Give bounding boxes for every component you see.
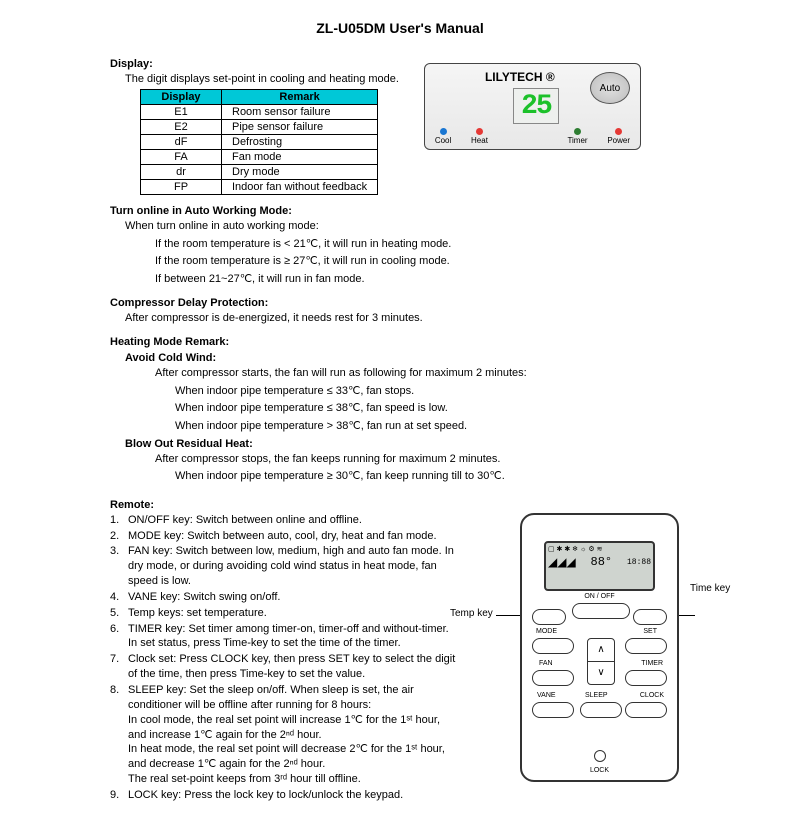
mode-label: MODE <box>536 628 557 635</box>
down-arrow-icon[interactable]: ∨ <box>588 662 614 684</box>
power-led <box>615 128 622 135</box>
screen-time: 18:88 <box>627 558 651 567</box>
heat-led <box>476 128 483 135</box>
table-cell: Fan mode <box>222 150 378 165</box>
fan-button[interactable] <box>532 670 574 686</box>
fan-label: FAN <box>539 660 553 667</box>
heating-line: After compressor starts, the fan will ru… <box>155 366 770 381</box>
list-item: FAN key: Switch between low, medium, hig… <box>128 544 458 589</box>
list-item: VANE key: Switch swing on/off. <box>128 590 280 605</box>
auto-heading: Turn online in Auto Working Mode: <box>110 205 770 217</box>
set-label: SET <box>643 628 657 635</box>
brand-label: LILYTECH ® <box>485 70 555 84</box>
heating-heading: Heating Mode Remark: <box>110 336 770 348</box>
led-label: Heat <box>471 136 488 145</box>
screen-temp: 88° <box>591 555 613 569</box>
temp-plus-button[interactable] <box>633 609 667 625</box>
table-cell: dF <box>141 135 222 150</box>
avoid-cold-wind-heading: Avoid Cold Wind: <box>125 352 770 364</box>
table-cell: Defrosting <box>222 135 378 150</box>
table-cell: dr <box>141 165 222 180</box>
table-cell: Pipe sensor failure <box>222 120 378 135</box>
led-label: Power <box>607 136 630 145</box>
callout-temp-key: Temp key <box>450 608 493 619</box>
col-display: Display <box>141 90 222 105</box>
list-item: Temp keys: set temperature. <box>128 606 267 621</box>
remote-diagram: ▢ ✱ ✱ ❄ ☼ ⚙ ≋ ◢◢◢ 88° 18:88 ON / OFF MOD… <box>520 513 679 782</box>
led-label: Timer <box>567 136 587 145</box>
auto-line: When turn online in auto working mode: <box>125 219 770 234</box>
list-item: MODE key: Switch between auto, cool, dry… <box>128 529 437 544</box>
cool-led <box>440 128 447 135</box>
clock-label: CLOCK <box>640 692 664 699</box>
table-cell: FP <box>141 180 222 195</box>
list-item: TIMER key: Set timer among timer-on, tim… <box>128 622 458 652</box>
remote-screen: ▢ ✱ ✱ ❄ ☼ ⚙ ≋ ◢◢◢ 88° 18:88 <box>544 541 655 591</box>
timer-led <box>574 128 581 135</box>
table-cell: Room sensor failure <box>222 105 378 120</box>
auto-line: If between 21~27℃, it will run in fan mo… <box>155 272 770 287</box>
auto-line: If the room temperature is ≥ 27℃, it wil… <box>155 254 770 269</box>
arrow-buttons[interactable]: ∧ ∨ <box>587 638 615 685</box>
lock-button[interactable] <box>594 750 606 762</box>
sleep-button[interactable] <box>580 702 622 718</box>
heating-line: When indoor pipe temperature > 38℃, fan … <box>175 419 770 434</box>
heating-line: When indoor pipe temperature ≤ 33℃, fan … <box>175 384 770 399</box>
timer-label: TIMER <box>641 660 663 667</box>
page-title: ZL-U05DM User's Manual <box>30 20 770 36</box>
display-intro: The digit displays set-point in cooling … <box>125 72 399 87</box>
up-arrow-icon[interactable]: ∧ <box>588 639 614 662</box>
display-table: Display Remark E1Room sensor failure E2P… <box>140 89 378 195</box>
onoff-label: ON / OFF <box>584 593 614 600</box>
callout-time-key: Time key <box>690 583 730 594</box>
heating-line: After compressor stops, the fan keeps ru… <box>155 452 770 467</box>
delay-line: After compressor is de-energized, it nee… <box>125 311 770 326</box>
remote-list: 1.ON/OFF key: Switch between online and … <box>110 513 458 804</box>
blow-out-heading: Blow Out Residual Heat: <box>125 438 770 450</box>
heating-line: When indoor pipe temperature ≥ 30℃, fan … <box>175 469 770 484</box>
mode-button[interactable] <box>532 638 574 654</box>
table-cell: Dry mode <box>222 165 378 180</box>
display-panel: LILYTECH ® Auto 25 Cool Heat Timer Power <box>424 63 641 150</box>
onoff-button[interactable] <box>572 603 630 619</box>
list-item: LOCK key: Press the lock key to lock/unl… <box>128 788 403 803</box>
vane-label: VANE <box>537 692 556 699</box>
set-button[interactable] <box>625 638 667 654</box>
display-heading: Display: <box>110 58 399 70</box>
table-cell: E2 <box>141 120 222 135</box>
clock-button[interactable] <box>625 702 667 718</box>
sleep-label: SLEEP <box>585 692 608 699</box>
col-remark: Remark <box>222 90 378 105</box>
digit-display: 25 <box>513 88 559 124</box>
led-label: Cool <box>435 136 451 145</box>
table-cell: Indoor fan without feedback <box>222 180 378 195</box>
heating-line: When indoor pipe temperature ≤ 38℃, fan … <box>175 401 770 416</box>
table-cell: E1 <box>141 105 222 120</box>
vane-button[interactable] <box>532 702 574 718</box>
list-item: ON/OFF key: Switch between online and of… <box>128 513 362 528</box>
auto-button[interactable]: Auto <box>590 72 630 104</box>
remote-heading: Remote: <box>110 499 770 511</box>
timer-button[interactable] <box>625 670 667 686</box>
lock-label: LOCK <box>590 767 609 774</box>
auto-line: If the room temperature is < 21℃, it wil… <box>155 237 770 252</box>
delay-heading: Compressor Delay Protection: <box>110 297 770 309</box>
list-item: SLEEP key: Set the sleep on/off. When sl… <box>128 683 458 787</box>
temp-minus-button[interactable] <box>532 609 566 625</box>
table-cell: FA <box>141 150 222 165</box>
list-item: Clock set: Press CLOCK key, then press S… <box>128 652 458 682</box>
